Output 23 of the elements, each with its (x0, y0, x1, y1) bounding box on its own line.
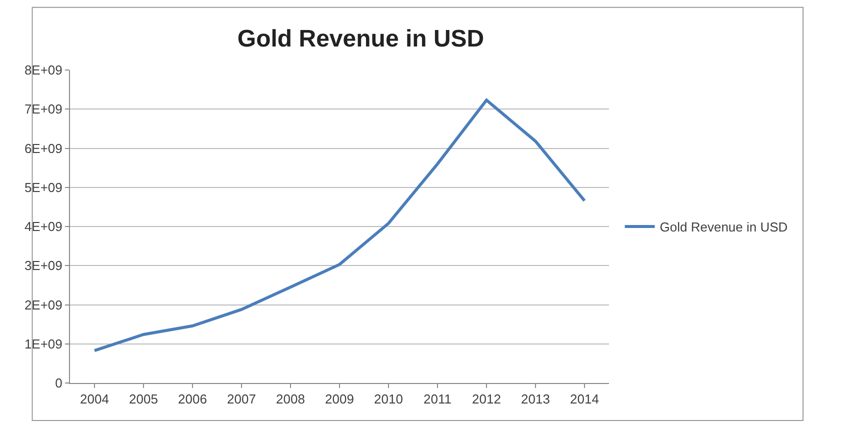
y-tick-label: 8E+09 (24, 62, 62, 78)
y-tick-label: 1E+09 (24, 336, 62, 352)
x-tick-label: 2013 (521, 392, 550, 407)
y-tick-label: 5E+09 (24, 180, 62, 195)
y-tick-label: 0 (55, 376, 62, 391)
x-tick-label: 2009 (325, 392, 354, 407)
x-tick-label: 2011 (424, 392, 452, 407)
line-series (93, 98, 586, 352)
y-tick-label: 3E+09 (24, 258, 62, 274)
x-tick-label: 2006 (178, 392, 207, 407)
y-tick-label: 4E+09 (24, 219, 62, 234)
x-tick-label: 2004 (80, 392, 109, 407)
chart-title: Gold Revenue in USD (237, 25, 484, 52)
x-tick-label: 2010 (374, 392, 403, 407)
x-tick-label: 2008 (276, 392, 305, 407)
y-tick-label: 6E+09 (24, 140, 62, 156)
x-tick-label: 2012 (472, 392, 501, 407)
x-tick-label: 2005 (129, 392, 158, 407)
x-tick-label: 2014 (570, 392, 599, 407)
x-tick-label: 2007 (227, 392, 256, 407)
y-tick-label: 2E+09 (24, 297, 62, 312)
y-tick-label: 7E+09 (24, 102, 62, 117)
legend-label: Gold Revenue in USD (660, 220, 788, 235)
